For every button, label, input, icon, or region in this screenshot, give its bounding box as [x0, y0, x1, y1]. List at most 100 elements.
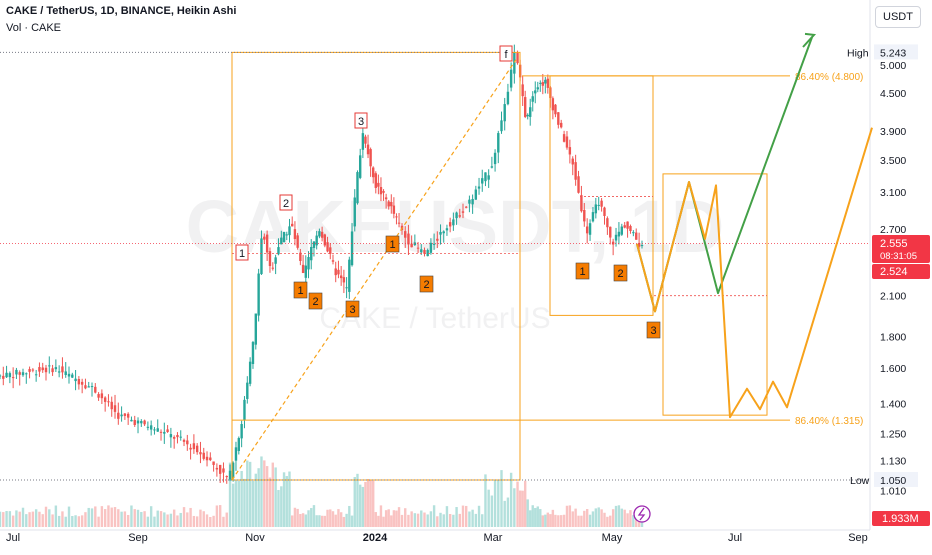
volume-bar [149, 506, 153, 527]
currency-button[interactable]: USDT [875, 6, 921, 28]
volume-bar [404, 508, 407, 527]
volume-bar [113, 507, 117, 527]
volume-bar [179, 512, 182, 527]
candle-body [637, 242, 641, 247]
volume-bar [329, 509, 332, 527]
candle-body [574, 162, 577, 180]
volume-bar [600, 509, 603, 527]
volume-bar [57, 515, 61, 527]
volume-bar [110, 507, 113, 527]
volume-bar [361, 486, 365, 527]
candle-body [282, 231, 286, 243]
volume-bar [635, 514, 638, 527]
volume-bar [410, 511, 413, 527]
symbol-title: CAKE / TetherUS, 1D, BINANCE, Heikin Ash… [6, 5, 237, 17]
candle-body [263, 236, 266, 240]
candle-body [350, 231, 354, 266]
candle-body [436, 238, 439, 241]
candle-body [562, 134, 566, 142]
volume-bar [560, 515, 563, 527]
volume-bar [166, 514, 169, 527]
candle-body [474, 189, 478, 200]
candle-body [369, 149, 372, 167]
candle-body [11, 377, 15, 379]
candle-body [557, 112, 560, 125]
volume-bar [407, 514, 410, 527]
volume-bar [554, 514, 557, 527]
y-tick-label: 2.700 [880, 224, 906, 236]
volume-bar [48, 509, 51, 527]
candle-body [521, 84, 524, 97]
candle-body [620, 226, 624, 235]
candle-body [97, 394, 100, 398]
y-tick-label: 5.000 [880, 60, 906, 72]
candle-body [18, 372, 21, 375]
candle-body [159, 431, 163, 433]
volume-bar [212, 515, 215, 527]
volume-bar [260, 456, 263, 527]
volume-bar [2, 512, 5, 527]
candle-body [509, 69, 513, 88]
candle-body [179, 436, 182, 438]
wave-badge [646, 321, 661, 339]
volume-bar [448, 514, 452, 527]
candle-body [5, 372, 8, 378]
candle-body [458, 215, 461, 217]
volume-bar [461, 505, 465, 527]
volume-bar [442, 514, 445, 527]
volume-bar [348, 505, 351, 527]
candle-body [277, 247, 280, 255]
volume-bar [358, 484, 362, 527]
candle-body [544, 79, 547, 84]
volume-bar [310, 508, 313, 527]
candle-body [254, 313, 258, 345]
volume-bar [436, 516, 439, 527]
candle-body [192, 443, 196, 450]
candle-body [448, 222, 452, 227]
volume-bar [8, 511, 12, 527]
candle-body [600, 200, 603, 207]
fib-box-second [549, 75, 654, 316]
volume-bar [571, 511, 574, 527]
candle-body [481, 178, 484, 184]
volume-bar [432, 505, 436, 527]
candle-body [500, 120, 503, 132]
volume-bar [583, 510, 586, 527]
volume-bar [372, 480, 375, 527]
candle-body [361, 133, 365, 150]
volume-bar [274, 467, 277, 527]
volume-bar [143, 511, 146, 527]
volume-bar [549, 514, 552, 527]
volume-bar [153, 516, 156, 527]
candle-body [113, 405, 117, 412]
wave-badge [575, 262, 590, 280]
volume-bar [484, 474, 487, 527]
volume-bar [61, 511, 64, 527]
candle-body [580, 195, 583, 212]
candle-body [614, 234, 618, 241]
candle-body [536, 87, 539, 90]
candle-body [237, 438, 241, 451]
volume-bar [382, 516, 385, 527]
volume-bar [458, 513, 461, 527]
volume-bar [225, 512, 228, 527]
volume-bar [107, 505, 110, 527]
candle-body [353, 197, 356, 227]
candle-body [484, 172, 487, 182]
wave-label: 2 [283, 198, 289, 210]
candle-body [565, 136, 569, 148]
candle-body [379, 187, 383, 195]
lightning-icon[interactable] [633, 505, 651, 523]
volume-bar [237, 480, 241, 527]
volume-bar [620, 508, 624, 527]
candle-body [310, 246, 313, 261]
volume-bar [350, 515, 354, 527]
volume-bar [192, 515, 196, 527]
volume-bar [228, 462, 232, 527]
candle-body [25, 373, 28, 375]
volume-bar [536, 506, 539, 527]
wave-badge-label: 1 [579, 266, 585, 278]
candle-body [342, 277, 346, 283]
